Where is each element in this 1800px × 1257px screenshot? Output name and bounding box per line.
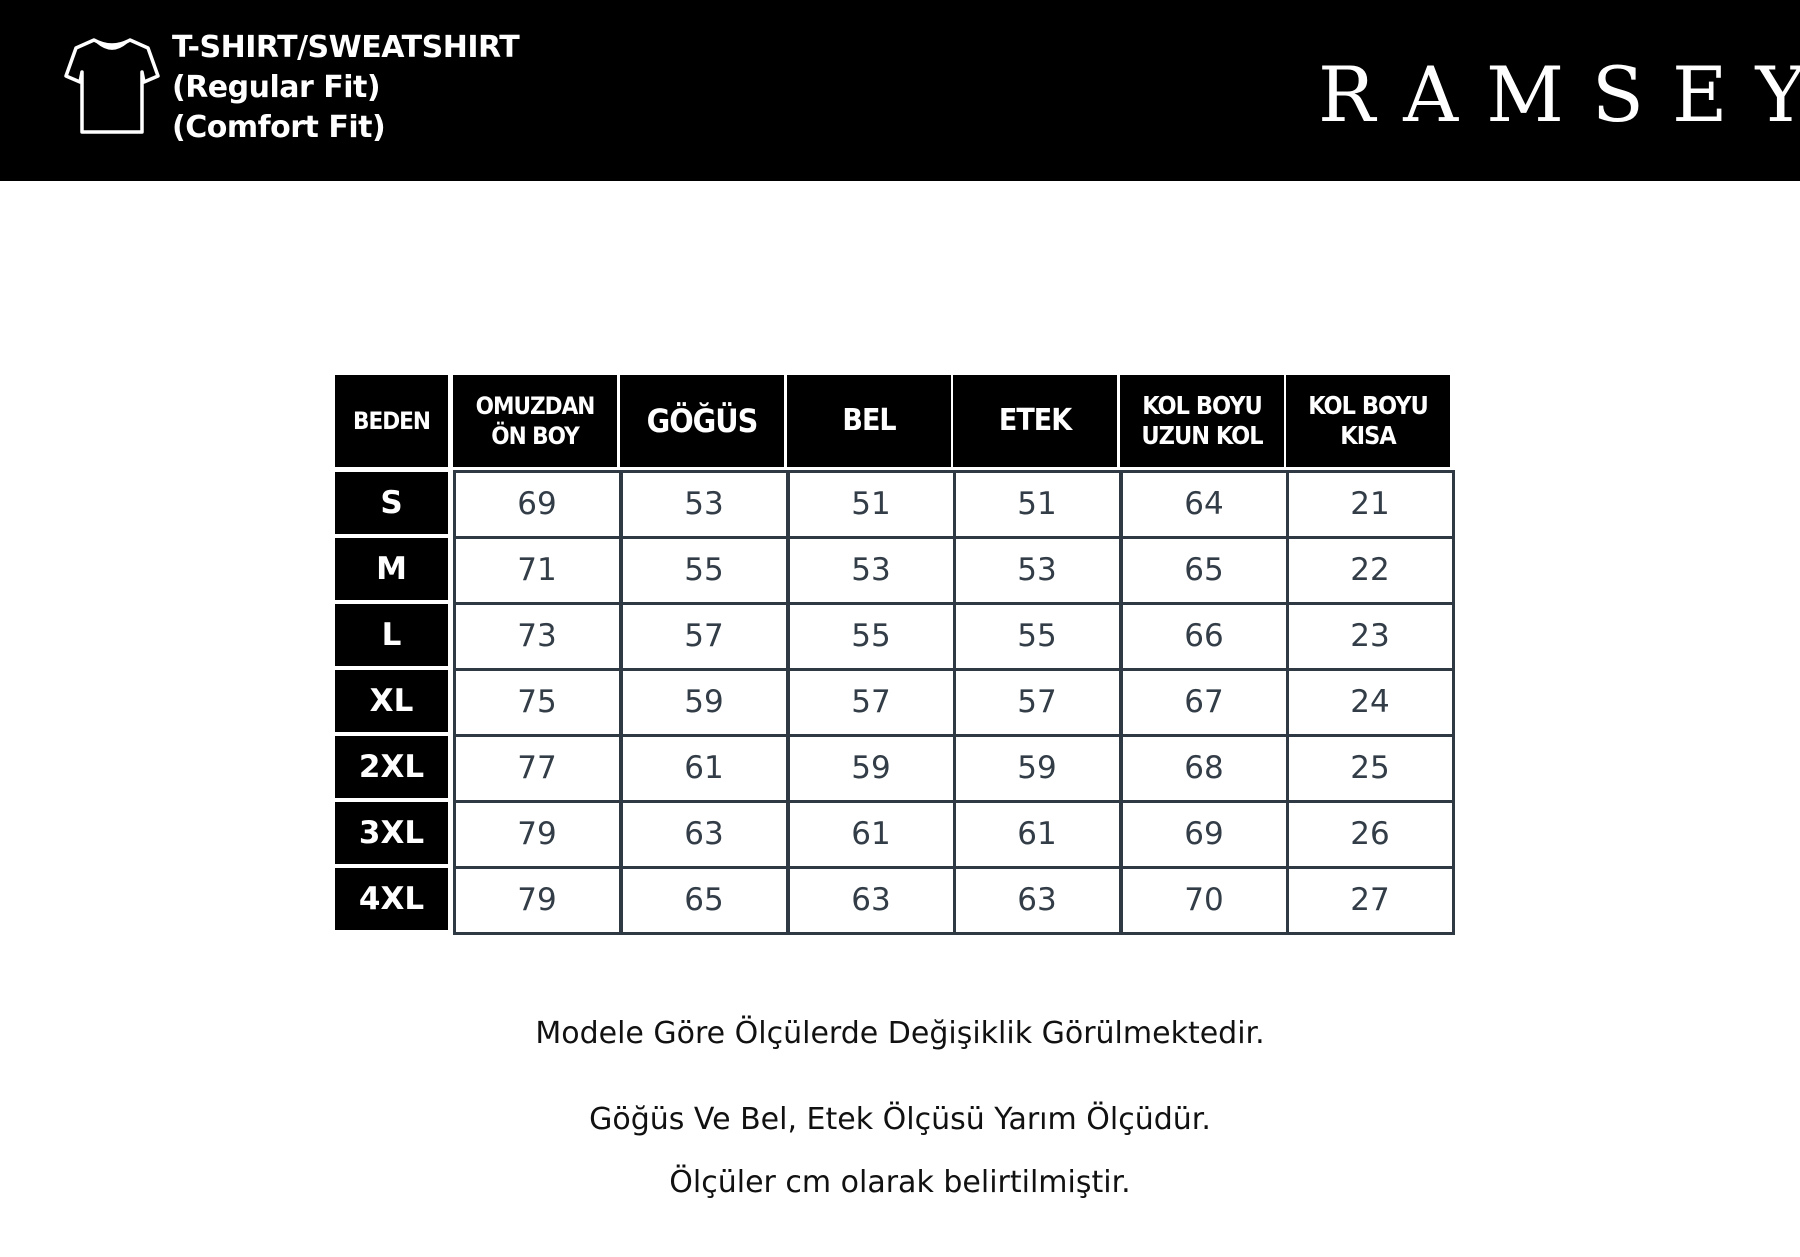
column-header: GÖĞÜS	[620, 375, 784, 467]
table-cell: 27	[1285, 865, 1455, 935]
table-cell: 70	[1119, 865, 1289, 935]
table-cell: 53	[952, 535, 1122, 605]
table-cell: 53	[619, 469, 789, 539]
table-cell: 22	[1285, 535, 1455, 605]
table-cell: 61	[952, 799, 1122, 869]
table-cell: 68	[1119, 733, 1289, 803]
table-cell: 69	[452, 469, 622, 539]
title-line: (Regular Fit)	[172, 70, 381, 105]
size-label: S	[335, 472, 448, 534]
table-cell: 51	[786, 469, 956, 539]
column-header: BEL	[787, 375, 951, 467]
size-label: 3XL	[335, 802, 448, 864]
note-line: Göğüs Ve Bel, Etek Ölçüsü Yarım Ölçüdür.	[589, 1102, 1211, 1137]
table-cell: 24	[1285, 667, 1455, 737]
note-line: Modele Göre Ölçülerde Değişiklik Görülme…	[535, 1016, 1265, 1051]
table-cell: 69	[1119, 799, 1289, 869]
title-line: (Comfort Fit)	[172, 110, 386, 145]
size-label: XL	[335, 670, 448, 732]
table-cell: 63	[786, 865, 956, 935]
table-cell: 71	[452, 535, 622, 605]
column-header: BEDEN	[335, 375, 448, 467]
size-label: 2XL	[335, 736, 448, 798]
table-cell: 73	[452, 601, 622, 671]
title-line: T-SHIRT/SWEATSHIRT	[172, 30, 520, 65]
table-cell: 55	[786, 601, 956, 671]
table-cell: 66	[1119, 601, 1289, 671]
column-header: ETEK	[953, 375, 1117, 467]
table-cell: 55	[619, 535, 789, 605]
table-cell: 79	[452, 799, 622, 869]
table-cell: 77	[452, 733, 622, 803]
table-cell: 53	[786, 535, 956, 605]
t-shirt-icon	[64, 38, 160, 134]
table-cell: 65	[1119, 535, 1289, 605]
table-cell: 59	[786, 733, 956, 803]
table-cell: 67	[1119, 667, 1289, 737]
table-cell: 59	[619, 667, 789, 737]
column-header: OMUZDAN ÖN BOY	[453, 375, 617, 467]
table-cell: 25	[1285, 733, 1455, 803]
table-cell: 64	[1119, 469, 1289, 539]
table-cell: 75	[452, 667, 622, 737]
column-header: KOL BOYU UZUN KOL	[1120, 375, 1284, 467]
table-cell: 61	[786, 799, 956, 869]
table-cell: 26	[1285, 799, 1455, 869]
brand-logo: RAMSEY	[1318, 50, 1800, 139]
product-title: T-SHIRT/SWEATSHIRT (Regular Fit) (Comfor…	[172, 28, 520, 148]
table-cell: 57	[619, 601, 789, 671]
header-bar: T-SHIRT/SWEATSHIRT (Regular Fit) (Comfor…	[0, 0, 1800, 181]
table-cell: 79	[452, 865, 622, 935]
table-cell: 57	[786, 667, 956, 737]
note-line: Ölçüler cm olarak belirtilmiştir.	[669, 1165, 1131, 1200]
size-label: M	[335, 538, 448, 600]
column-header: KOL BOYU KISA	[1286, 375, 1450, 467]
size-label: L	[335, 604, 448, 666]
table-cell: 51	[952, 469, 1122, 539]
table-cell: 63	[619, 799, 789, 869]
table-cell: 59	[952, 733, 1122, 803]
size-label: 4XL	[335, 868, 448, 930]
table-cell: 55	[952, 601, 1122, 671]
table-cell: 21	[1285, 469, 1455, 539]
table-cell: 65	[619, 865, 789, 935]
table-cell: 61	[619, 733, 789, 803]
table-cell: 23	[1285, 601, 1455, 671]
table-cell: 57	[952, 667, 1122, 737]
table-cell: 63	[952, 865, 1122, 935]
